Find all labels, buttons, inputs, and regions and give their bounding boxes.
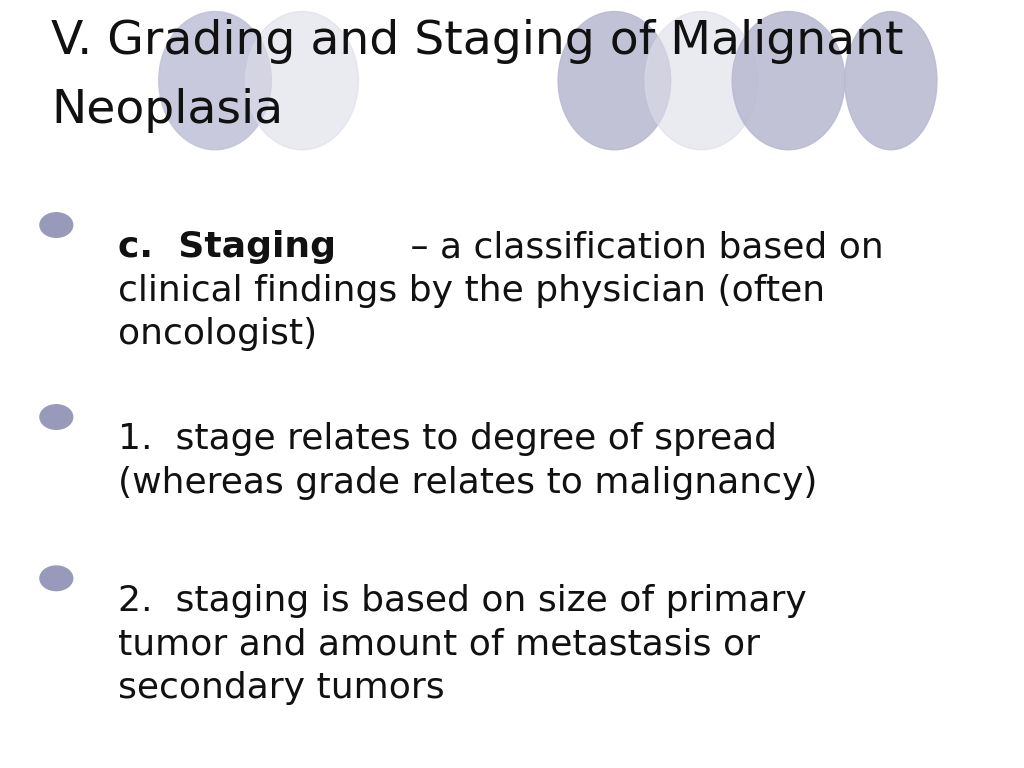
Text: V. Grading and Staging of Malignant: V. Grading and Staging of Malignant — [51, 19, 904, 65]
Text: Neoplasia: Neoplasia — [51, 88, 284, 134]
Text: – a classification based on: – a classification based on — [399, 230, 884, 264]
Circle shape — [40, 566, 73, 591]
Text: c.  Staging: c. Staging — [118, 230, 336, 264]
Text: 2.  staging is based on size of primary
tumor and amount of metastasis or
second: 2. staging is based on size of primary t… — [118, 584, 807, 704]
Text: 1.  stage relates to degree of spread
(whereas grade relates to malignancy): 1. stage relates to degree of spread (wh… — [118, 422, 817, 500]
Ellipse shape — [845, 12, 937, 150]
Ellipse shape — [558, 12, 671, 150]
Circle shape — [40, 213, 73, 237]
Text: clinical findings by the physician (often
oncologist): clinical findings by the physician (ofte… — [118, 230, 825, 351]
Circle shape — [40, 405, 73, 429]
Ellipse shape — [159, 12, 271, 150]
Ellipse shape — [732, 12, 845, 150]
Ellipse shape — [246, 12, 358, 150]
Ellipse shape — [645, 12, 758, 150]
